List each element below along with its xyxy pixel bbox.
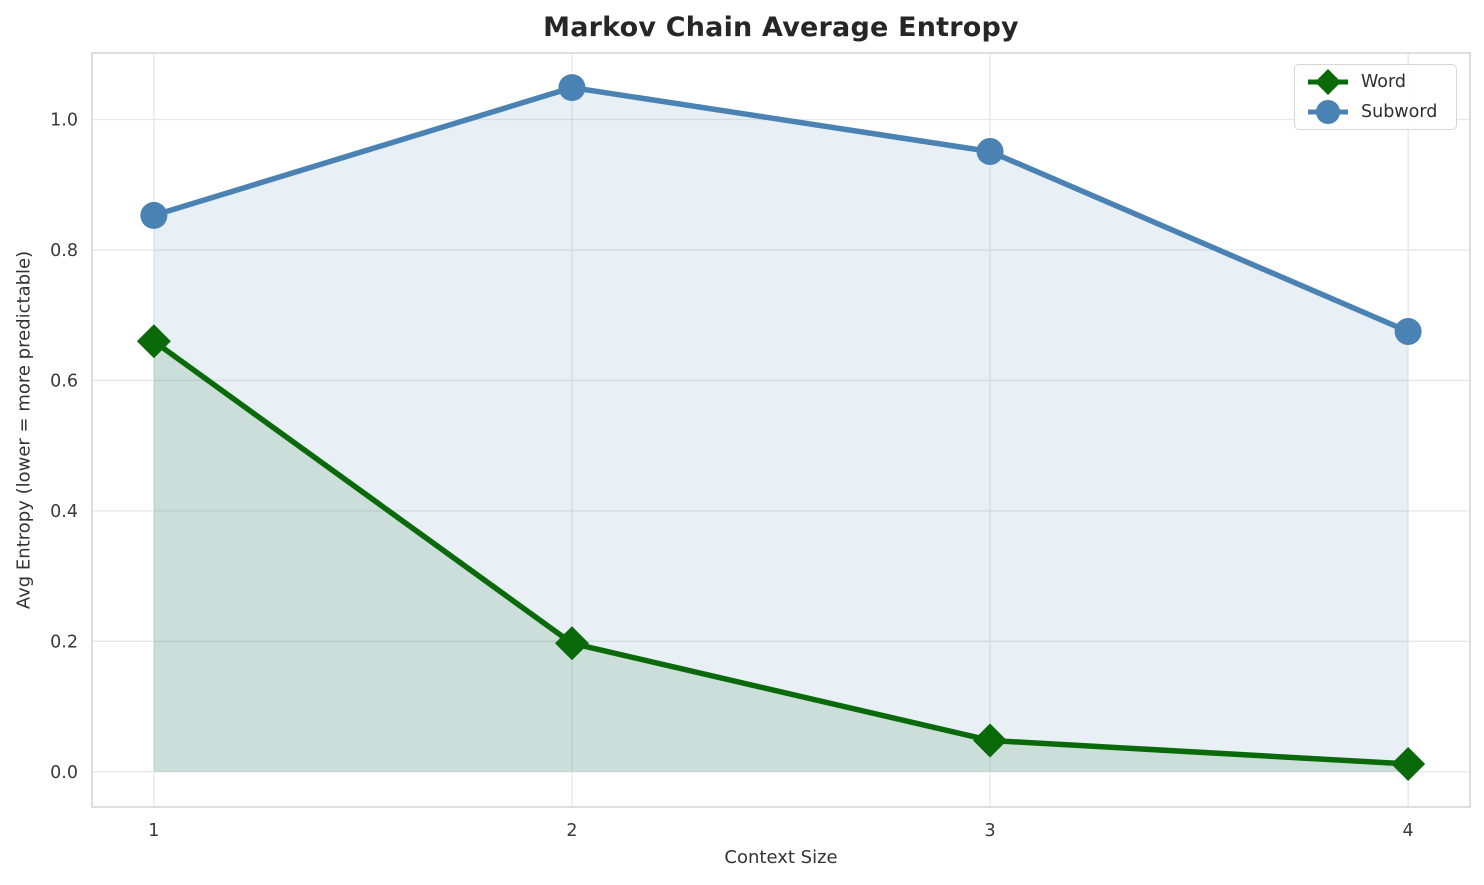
- x-tick-label: 4: [1403, 821, 1414, 841]
- y-tick-label: 1.0: [50, 111, 78, 131]
- y-tick-label: 0.6: [50, 371, 78, 391]
- x-tick-label: 3: [984, 821, 995, 841]
- subword-marker: [976, 137, 1004, 165]
- subword-line: [151, 84, 1411, 335]
- word-line: [151, 338, 1411, 767]
- y-tick-label: 0.4: [50, 502, 78, 522]
- y-tick-label: 0.8: [50, 241, 78, 261]
- plot-border: [91, 52, 1471, 808]
- word-marker: [1391, 746, 1426, 781]
- x-tick-label: 2: [566, 821, 577, 841]
- legend: Word Subword: [1294, 64, 1457, 130]
- legend-item-word: Word: [1305, 68, 1446, 96]
- x-tick-label: 1: [148, 821, 159, 841]
- y-tick-label: 0.2: [50, 632, 78, 652]
- word-marker: [973, 723, 1008, 758]
- word-legend-marker-icon: [1308, 69, 1348, 96]
- subword-marker: [1394, 318, 1422, 346]
- y-axis-label: Avg Entropy (lower = more predictable): [13, 250, 35, 610]
- legend-item-subword: Subword: [1305, 98, 1446, 126]
- chart-title: Markov Chain Average Entropy: [543, 12, 1019, 43]
- word-marker: [136, 324, 171, 359]
- word-marker: [554, 626, 589, 661]
- word-area-fill: [153, 341, 1409, 772]
- x-axis-label: Context Size: [724, 847, 838, 868]
- subword-area-fill: [153, 87, 1409, 772]
- legend-label-word: Word: [1361, 72, 1406, 93]
- subword-marker: [558, 74, 586, 102]
- subword-marker: [140, 201, 168, 229]
- y-tick-label: 0.0: [50, 763, 78, 783]
- legend-label-subword: Subword: [1361, 101, 1438, 122]
- subword-legend-marker-icon: [1308, 99, 1348, 124]
